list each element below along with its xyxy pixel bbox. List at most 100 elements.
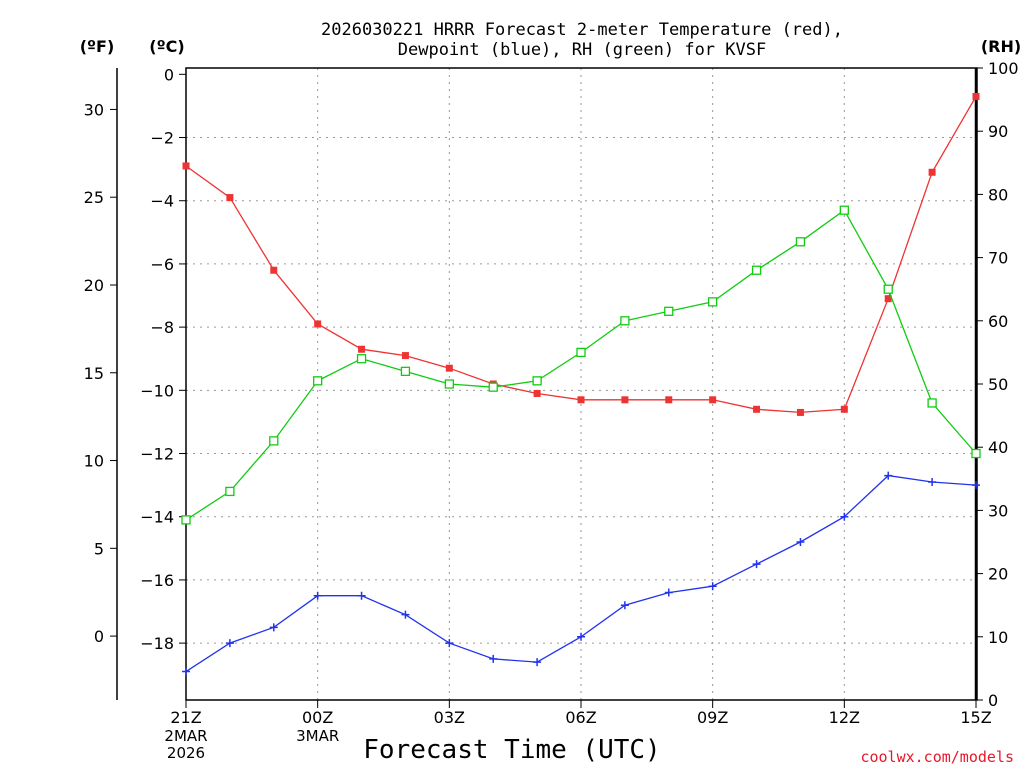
temperature-data-point	[796, 408, 804, 416]
dewpoint-data-point	[225, 639, 234, 648]
rh-data-point	[313, 376, 323, 386]
data-series	[181, 92, 981, 676]
chart-title-line-1: 2026030221 HRRR Forecast 2-meter Tempera…	[321, 20, 843, 40]
rh-tick-label: 50	[988, 375, 1008, 394]
temperature-data-point	[621, 396, 629, 404]
celsius-tick-label: 0	[164, 65, 174, 84]
rh-data-point	[708, 297, 718, 307]
temperature-data-point	[577, 396, 585, 404]
dewpoint-data-point	[708, 582, 717, 591]
celsius-tick-label: −16	[140, 571, 174, 590]
dewpoint-data-point	[313, 591, 322, 600]
rh-tick-label: 80	[988, 185, 1008, 204]
dewpoint-data-point	[401, 610, 410, 619]
celsius-tick-label: −6	[150, 255, 174, 274]
dewpoint-data-point	[620, 601, 629, 610]
dewpoint-data-point	[445, 639, 454, 648]
rh-unit-label: (RH)	[981, 37, 1021, 56]
dewpoint-data-point	[796, 538, 805, 546]
dewpoint-data-point	[533, 658, 542, 667]
temperature-data-point	[314, 320, 322, 328]
dewpoint-data-point	[928, 477, 937, 486]
rh-tick-label: 10	[988, 628, 1008, 647]
celsius-tick-label: −2	[150, 129, 174, 148]
temperature-data-point	[753, 405, 761, 413]
rh-data-point	[971, 448, 981, 459]
fahrenheit-tick-label: 20	[84, 276, 104, 295]
chart-title-line-2: Dewpoint (blue), RH (green) for KVSF	[398, 40, 766, 60]
celsius-tick-label: −4	[150, 192, 174, 211]
rh-data-point	[444, 379, 454, 389]
time-tick-label: 15Z	[960, 708, 991, 727]
temperature-data-point	[226, 194, 234, 202]
rh-tick-label: 70	[988, 249, 1008, 268]
rh-data-point	[532, 376, 542, 386]
fahrenheit-tick-label: 30	[84, 100, 104, 119]
temperature-data-point	[665, 396, 673, 404]
celsius-axis: 0 −2 −4 −6 −8 −10 −12 −14 −16 −18	[140, 65, 186, 653]
rh-data-point	[576, 347, 586, 358]
rh-series-line	[185, 209, 977, 521]
fahrenheit-tick-label: 10	[84, 452, 104, 471]
dewpoint-data-point	[489, 654, 498, 663]
temperature-data-point	[709, 396, 717, 404]
temperature-data-point	[270, 266, 278, 274]
fahrenheit-tick-label: 0	[94, 627, 104, 646]
time-tick-label: 03Z	[434, 708, 465, 727]
rh-data-point	[356, 354, 367, 364]
temperature-data-point	[533, 389, 541, 397]
celsius-unit-label: (ºC)	[149, 37, 184, 56]
dewpoint-data-point	[182, 667, 190, 676]
dewpoint-data-point	[357, 591, 366, 600]
temperature-data-point	[445, 364, 453, 372]
rh-tick-label: 30	[988, 501, 1008, 520]
dewpoint-data-point	[269, 623, 278, 632]
rh-data-point	[751, 265, 762, 275]
dewpoint-data-point	[664, 588, 673, 597]
dewpoint-data-point	[840, 512, 849, 521]
temperature-data-point	[401, 352, 409, 360]
time-tick-date: 2MAR	[164, 727, 207, 745]
temperature-data-point	[972, 92, 980, 100]
fahrenheit-axis: 30 25 20 15 10 5 0	[84, 100, 117, 646]
rh-data-point	[269, 436, 279, 446]
temperature-data-point	[182, 162, 190, 170]
time-tick-label: 21Z	[170, 708, 201, 727]
rh-data-point	[488, 382, 498, 392]
dewpoint-data-point	[972, 481, 980, 490]
temperature-data-point	[358, 345, 366, 353]
celsius-tick-label: −12	[140, 445, 174, 464]
temperature-series-line	[185, 96, 977, 414]
fahrenheit-tick-label: 25	[84, 188, 104, 207]
dewpoint-data-point	[752, 560, 761, 569]
celsius-tick-label: −14	[140, 508, 174, 527]
time-tick-label: 00Z	[302, 708, 333, 727]
time-tick-date: 3MAR	[296, 727, 339, 745]
dewpoint-data-point	[577, 632, 585, 641]
x-axis-label: Forecast Time (UTC)	[363, 735, 660, 765]
rh-data-point	[400, 366, 411, 377]
time-tick-label: 09Z	[697, 708, 728, 727]
rh-data-point	[927, 398, 937, 408]
celsius-tick-label: −10	[140, 381, 174, 400]
celsius-tick-label: −8	[150, 318, 174, 337]
rh-data-point	[883, 284, 893, 294]
time-tick-label: 12Z	[829, 708, 860, 727]
rh-data-point	[620, 316, 630, 326]
rh-tick-label: 20	[988, 565, 1008, 584]
rh-data-point	[839, 205, 849, 215]
rh-tick-label: 60	[988, 312, 1008, 331]
time-tick-label: 06Z	[565, 708, 596, 727]
rh-tick-label: 90	[988, 122, 1008, 141]
fahrenheit-tick-label: 5	[94, 539, 104, 558]
temperature-data-point	[840, 405, 848, 413]
credit-text: coolwx.com/models	[860, 748, 1014, 766]
fahrenheit-unit-label: (ºF)	[80, 37, 115, 56]
rh-tick-label: 100	[988, 59, 1019, 78]
rh-data-point	[225, 486, 235, 497]
dewpoint-data-point	[884, 471, 893, 480]
temperature-data-point	[884, 295, 892, 303]
